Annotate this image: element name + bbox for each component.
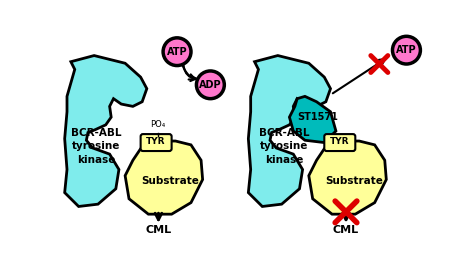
Text: Substrate: Substrate	[141, 176, 199, 186]
Polygon shape	[309, 141, 386, 214]
FancyBboxPatch shape	[324, 134, 356, 151]
Text: BCR-ABL
tyrosine
kinase: BCR-ABL tyrosine kinase	[259, 128, 309, 165]
Text: TYR: TYR	[146, 137, 166, 146]
FancyBboxPatch shape	[141, 134, 172, 151]
Text: ATP: ATP	[396, 45, 417, 55]
Polygon shape	[290, 96, 336, 143]
Text: ST1571: ST1571	[298, 112, 338, 122]
Polygon shape	[248, 55, 330, 206]
Text: Substrate: Substrate	[325, 176, 383, 186]
Text: CML: CML	[333, 225, 359, 235]
Circle shape	[196, 71, 224, 99]
Polygon shape	[125, 141, 202, 214]
Polygon shape	[64, 55, 147, 206]
Text: BCR-ABL
tyrosine
kinase: BCR-ABL tyrosine kinase	[71, 128, 122, 165]
Text: CML: CML	[146, 225, 172, 235]
Text: ADP: ADP	[199, 80, 222, 90]
Text: TYR: TYR	[330, 137, 349, 146]
Text: ATP: ATP	[167, 47, 187, 57]
Circle shape	[392, 36, 420, 64]
Text: PO₄: PO₄	[150, 120, 165, 129]
Circle shape	[163, 38, 191, 65]
